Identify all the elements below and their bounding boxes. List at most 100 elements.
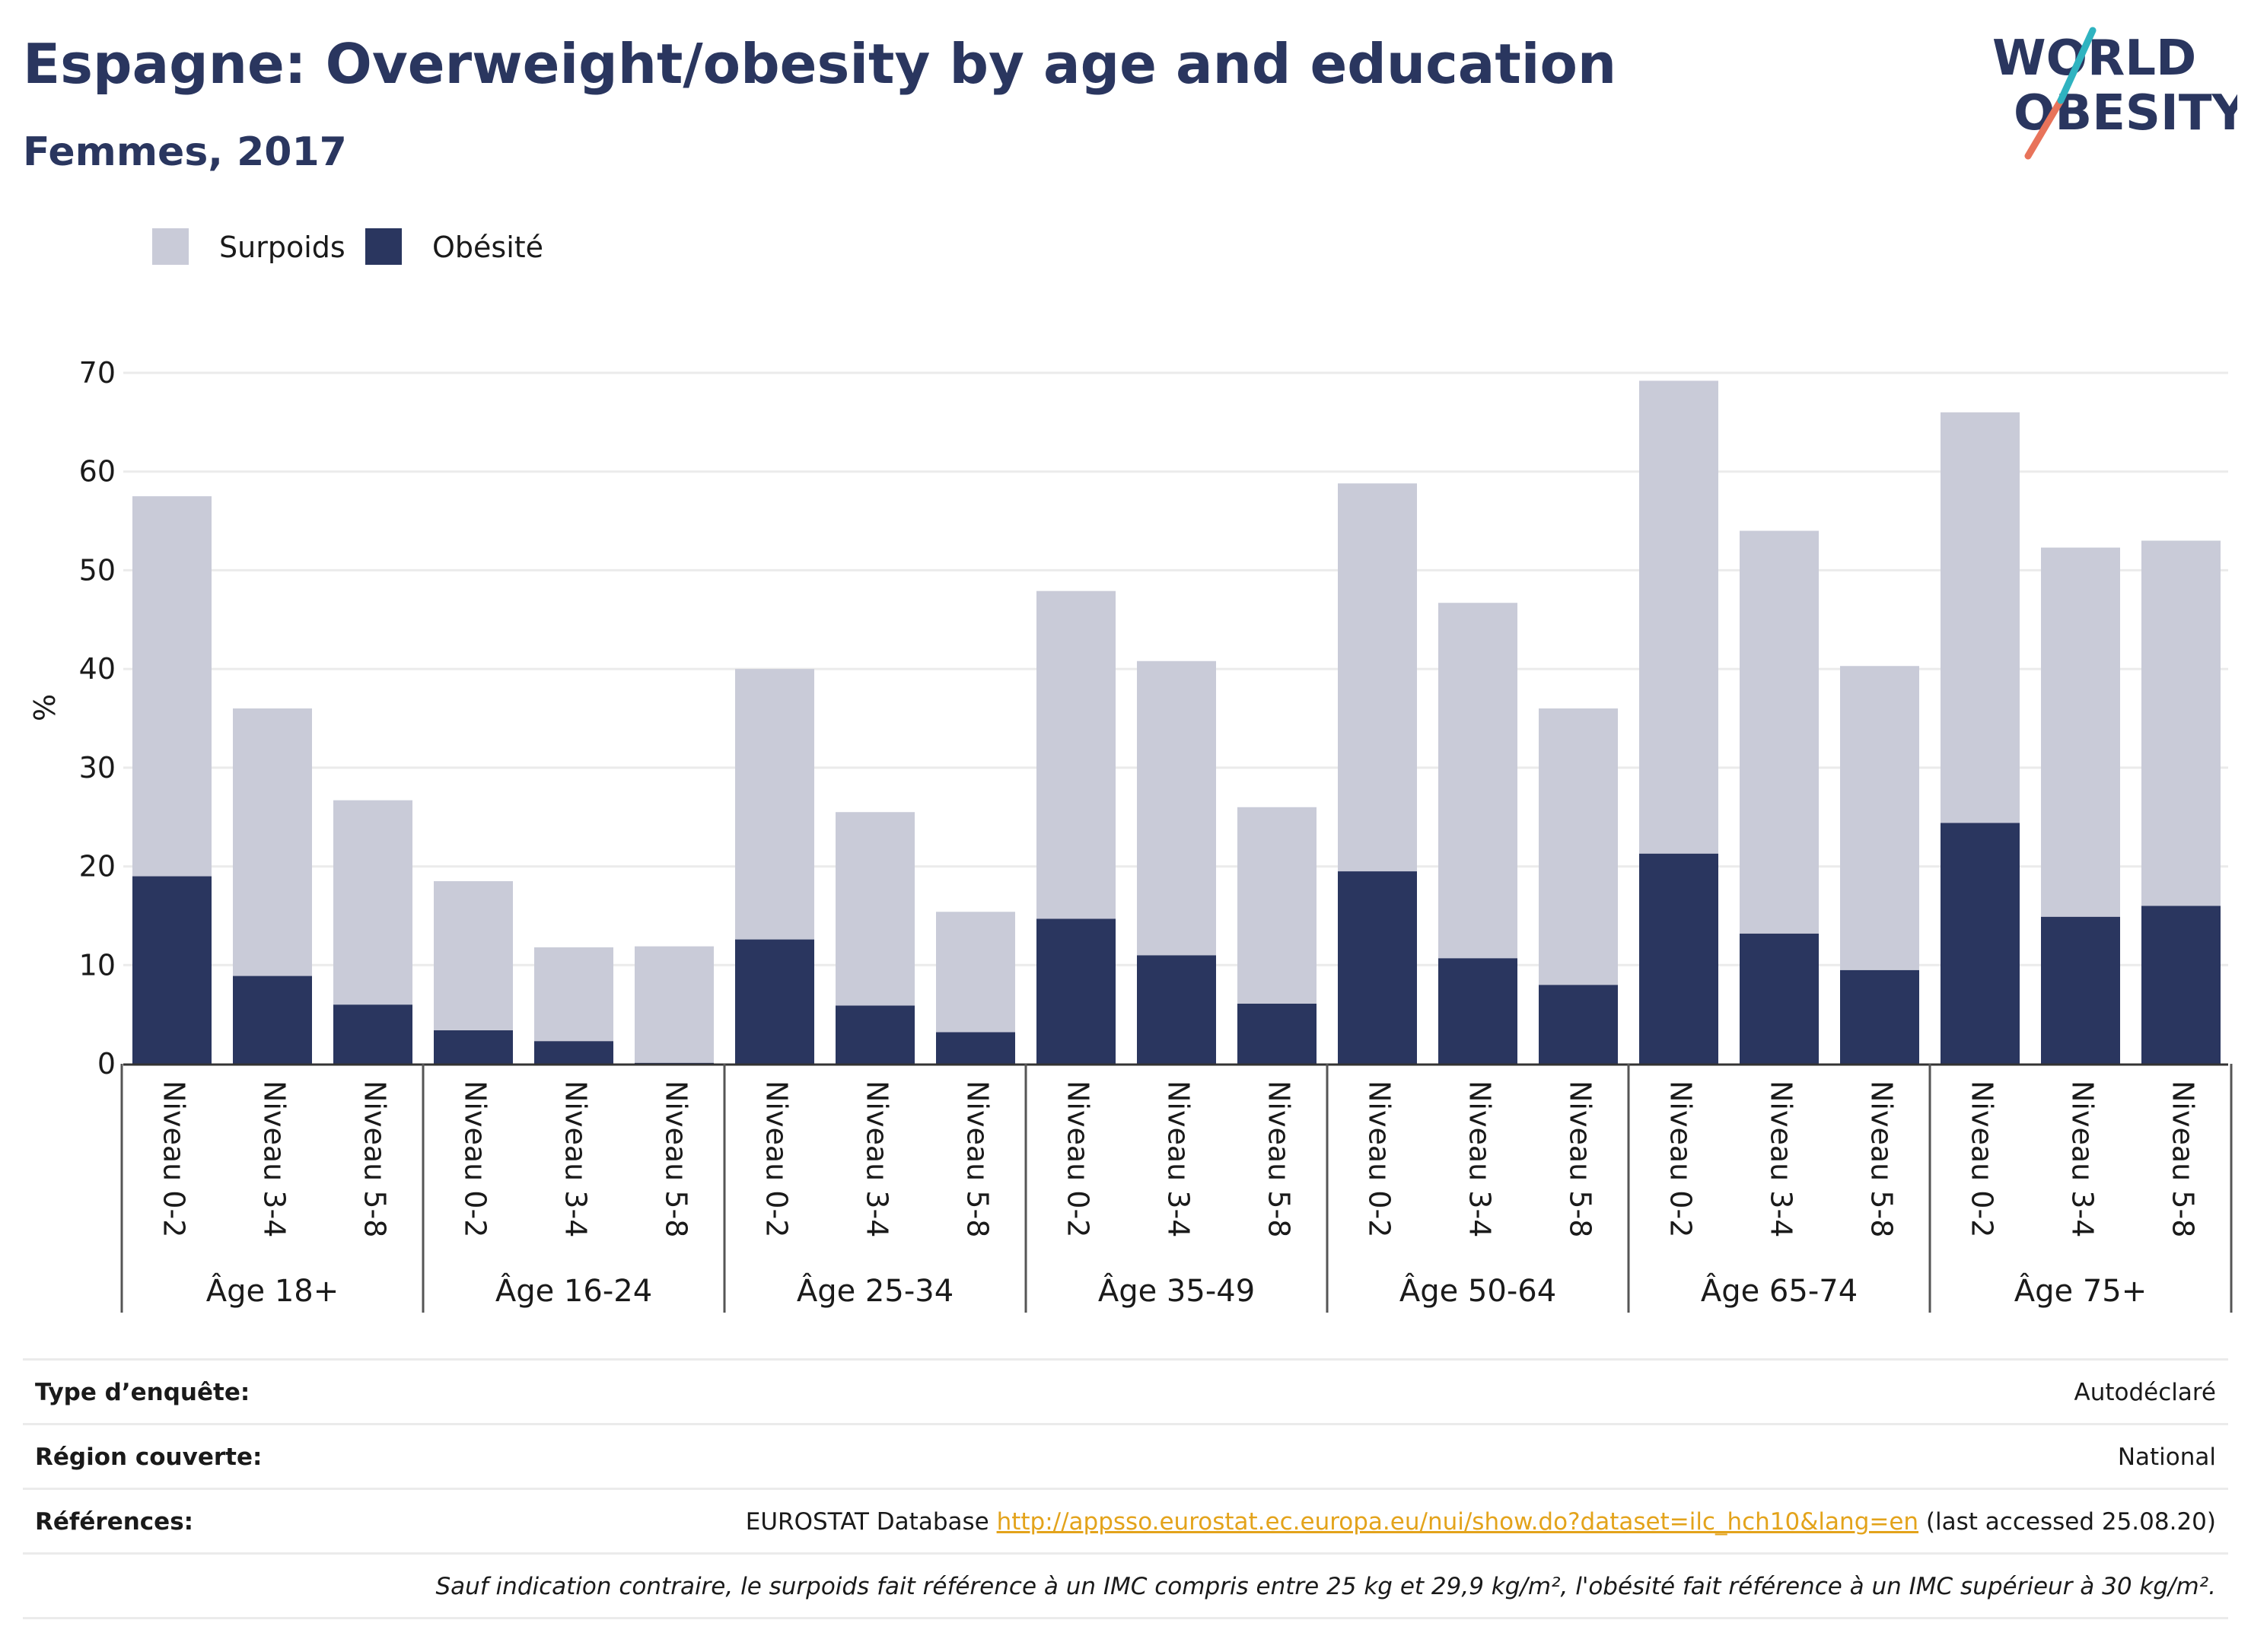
bar-obesity xyxy=(1941,823,2020,1064)
logo-word-obesity: OBESITY xyxy=(2014,85,2237,142)
bar-obesity xyxy=(333,1004,412,1064)
chart-legend: Surpoids Obésité xyxy=(152,228,543,265)
bar-obesity xyxy=(1137,955,1216,1064)
bar-overweight xyxy=(1237,807,1317,1004)
bar-obesity xyxy=(1840,969,1919,1064)
logo-word-world: WORLD xyxy=(1992,30,2196,87)
bar-overweight xyxy=(1338,483,1417,872)
info-row-references: Références: EUROSTAT Database http://app… xyxy=(23,1488,2228,1552)
y-tick-label: 60 xyxy=(79,455,116,489)
legend-swatch-overweight xyxy=(365,228,402,265)
y-tick-label: 0 xyxy=(97,1047,116,1081)
info-row-region: Région couverte: National xyxy=(23,1423,2228,1488)
bar-obesity xyxy=(1438,958,1517,1064)
bar-overweight xyxy=(635,946,714,1063)
bar-obesity xyxy=(1539,985,1618,1064)
reference-link[interactable]: http://appsso.eurostat.ec.europa.eu/nui/… xyxy=(996,1508,1919,1536)
x-group-label: Âge 75+ xyxy=(2014,1272,2148,1309)
info-value: EUROSTAT Database http://appsso.eurostat… xyxy=(746,1508,2216,1536)
reference-accessed: (last accessed 25.08.20) xyxy=(1925,1508,2216,1536)
x-category-label: Niveau 5-8 xyxy=(1564,1081,1597,1237)
x-category-label: Niveau 0-2 xyxy=(459,1081,492,1237)
bar-obesity xyxy=(936,1032,1015,1064)
info-label: Références: xyxy=(35,1508,194,1536)
x-category-label: Niveau 5-8 xyxy=(1865,1081,1899,1237)
x-category-label: Niveau 0-2 xyxy=(1062,1081,1095,1237)
info-row-note: Sauf indication contraire, le surpoids f… xyxy=(23,1552,2228,1619)
x-category-label: Niveau 0-2 xyxy=(1966,1081,1999,1237)
y-tick-label: 30 xyxy=(79,751,116,785)
bar-obesity xyxy=(434,1030,513,1064)
bar-obesity xyxy=(1036,918,1116,1064)
bar-overweight xyxy=(1639,380,1718,854)
stacked-bar-chart: Surpoids Obésité 0 10 20 30 40 50 60 70 % Niveau… xyxy=(28,228,2233,1313)
legend-label: Surpoids xyxy=(219,231,345,264)
bar-obesity xyxy=(1237,1003,1317,1064)
bar-overweight xyxy=(1137,660,1216,956)
x-category-label: Niveau 0-2 xyxy=(1664,1081,1698,1237)
bar-overweight xyxy=(836,812,915,1006)
bar-overweight xyxy=(1941,412,2020,823)
bar-overweight xyxy=(534,947,613,1042)
x-axis: Niveau 0-2 Niveau 3-4 Niveau 5-8 Âge 18+ Niv… xyxy=(120,1063,2233,1313)
bar-overweight xyxy=(2141,540,2221,906)
world-obesity-logo: WORLD OBESITY xyxy=(1992,27,2237,160)
y-axis-label: % xyxy=(28,694,62,721)
x-group-label: Âge 18+ xyxy=(206,1272,339,1309)
bar-obesity xyxy=(233,976,312,1064)
chart-subtitle: Femmes, 2017 xyxy=(23,129,347,175)
bar-overweight xyxy=(2041,547,2120,917)
x-category-label: Niveau 5-8 xyxy=(961,1081,995,1237)
bar-overweight xyxy=(1036,590,1116,919)
x-category-label: Niveau 0-2 xyxy=(1363,1081,1396,1237)
definition-note: Sauf indication contraire, le surpoids f… xyxy=(435,1573,2216,1600)
x-category-label: Niveau 5-8 xyxy=(2167,1081,2200,1237)
y-tick-label: 70 xyxy=(79,356,116,390)
bar-obesity xyxy=(132,876,212,1064)
y-tick-label: 20 xyxy=(79,850,116,883)
info-value: National xyxy=(2117,1444,2216,1471)
bar-overweight xyxy=(1539,708,1618,985)
reference-source: EUROSTAT Database xyxy=(745,1508,989,1536)
bar-overweight xyxy=(936,912,1015,1033)
bar-obesity xyxy=(534,1041,613,1064)
x-group-label: Âge 50-64 xyxy=(1399,1272,1556,1309)
y-tick-label: 10 xyxy=(79,948,116,982)
bar-overweight xyxy=(1840,666,1919,970)
chart-title: Espagne: Overweight/obesity by age and e… xyxy=(23,32,1617,96)
info-table: Type d’enquête: Autodéclaré Région couve… xyxy=(23,1358,2228,1619)
bars xyxy=(132,380,2221,1064)
x-category-label: Niveau 3-4 xyxy=(258,1081,291,1237)
bar-overweight xyxy=(1438,603,1517,959)
bar-obesity xyxy=(2141,906,2221,1064)
bar-overweight xyxy=(735,669,814,940)
y-axis: 0 10 20 30 40 50 60 70 xyxy=(79,356,116,1081)
bar-obesity xyxy=(1740,933,1819,1064)
x-category-label: Niveau 3-4 xyxy=(2066,1081,2100,1237)
x-category-label: Niveau 0-2 xyxy=(158,1081,191,1237)
y-tick-label: 50 xyxy=(79,553,116,587)
x-group-label: Âge 35-49 xyxy=(1098,1272,1255,1309)
bar-obesity xyxy=(836,1005,915,1064)
bar-overweight xyxy=(1740,530,1819,934)
legend-swatch-obesity xyxy=(152,228,189,265)
bar-obesity xyxy=(735,939,814,1064)
logo-stroke-coral xyxy=(2024,97,2065,160)
legend-label: Obésité xyxy=(432,231,543,264)
y-tick-label: 40 xyxy=(79,652,116,686)
info-label: Région couverte: xyxy=(35,1444,263,1471)
x-category-label: Niveau 3-4 xyxy=(861,1081,894,1237)
info-value: Autodéclaré xyxy=(2074,1379,2216,1406)
x-category-label: Niveau 5-8 xyxy=(358,1081,392,1237)
bar-overweight xyxy=(132,496,212,877)
x-category-label: Niveau 0-2 xyxy=(760,1081,794,1237)
x-category-label: Niveau 3-4 xyxy=(1463,1081,1497,1237)
x-category-label: Niveau 3-4 xyxy=(1162,1081,1196,1237)
info-label: Type d’enquête: xyxy=(35,1379,250,1406)
bar-overweight xyxy=(233,708,312,976)
x-group-label: Âge 25-34 xyxy=(797,1272,954,1309)
bar-obesity xyxy=(635,1062,714,1064)
x-group-label: Âge 16-24 xyxy=(495,1272,652,1309)
logo-stroke-teal xyxy=(2057,27,2097,104)
bar-obesity xyxy=(1639,853,1718,1064)
